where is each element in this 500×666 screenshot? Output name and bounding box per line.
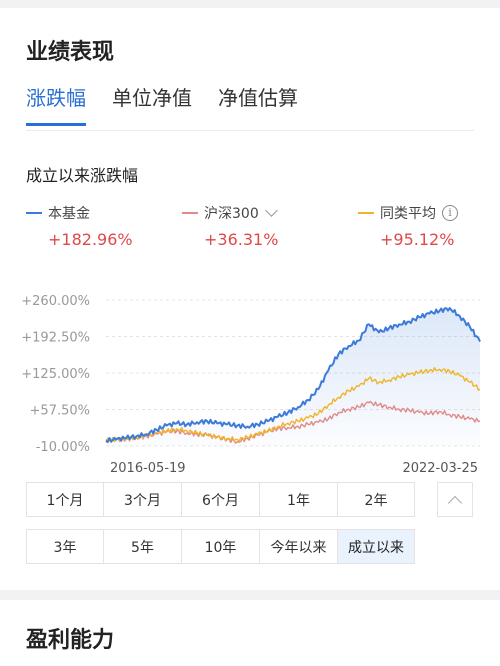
legend-name-category-avg: 同类平均 (380, 206, 436, 222)
range-10y-button[interactable]: 10年 (181, 529, 260, 564)
series-area (106, 308, 480, 446)
range-3m-button[interactable]: 3个月 (103, 482, 182, 517)
y-tick-label: -10.00% (36, 440, 90, 455)
chevron-down-icon[interactable] (264, 204, 278, 217)
legend-fund: 本基金 +182.96% (26, 204, 176, 249)
legend-name-fund: 本基金 (48, 206, 90, 222)
range-3y-button[interactable]: 3年 (26, 529, 104, 564)
series-line (105, 307, 481, 444)
legend-value-category-avg: +95.12% (380, 230, 455, 249)
performance-chart: +260.00% +192.50% +125.00% +57.50% -10.00% 2… (21, 294, 481, 476)
x-tick-label: 2016-05-19 (110, 461, 186, 476)
legend-line-fund (26, 212, 42, 214)
collapse-button[interactable] (437, 482, 473, 517)
legend-name-hs300: 沪深300 (204, 206, 259, 222)
chevron-up-icon (447, 495, 463, 511)
legend-value-hs300: +36.31% (204, 230, 279, 249)
range-1y-button[interactable]: 1年 (259, 482, 338, 517)
legend-hs300[interactable]: 沪深300 +36.31% (182, 204, 332, 249)
x-tick-label: 2022-03-25 (402, 461, 478, 476)
legend-line-hs300 (182, 212, 198, 214)
y-tick-label: +192.50% (21, 331, 90, 346)
range-2y-button[interactable]: 2年 (337, 482, 415, 517)
legend-value-fund: +182.96% (48, 230, 133, 249)
y-tick-label: +57.50% (30, 404, 90, 419)
legend-category-avg: 同类平均 i +95.12% (358, 204, 500, 249)
section-title-performance: 业绩表现 (26, 40, 115, 65)
section-title-profit: 盈利能力 (26, 628, 115, 653)
range-1m-button[interactable]: 1个月 (26, 482, 104, 517)
range-since-inception-button[interactable]: 成立以来 (337, 529, 415, 564)
series-line (105, 367, 481, 443)
legend-line-category-avg (358, 212, 374, 214)
y-tick-label: +260.00% (21, 294, 90, 309)
tab-change[interactable]: 涨跌幅 (26, 82, 86, 126)
range-ytd-button[interactable]: 今年以来 (259, 529, 338, 564)
range-6m-button[interactable]: 6个月 (181, 482, 260, 517)
profit-card: 盈利能力 (0, 600, 500, 666)
range-5y-button[interactable]: 5年 (103, 529, 182, 564)
tab-divider (26, 130, 474, 131)
chart-subtitle: 成立以来涨跌幅 (26, 166, 139, 185)
tab-unit-nav[interactable]: 单位净值 (112, 86, 192, 110)
performance-card: 业绩表现 涨跌幅 单位净值 净值估算 成立以来涨跌幅 本基金 +182.96% … (0, 8, 500, 590)
y-tick-label: +125.00% (21, 367, 90, 382)
tab-nav-estimate[interactable]: 净值估算 (218, 86, 298, 110)
chart-tabs: 涨跌幅 单位净值 净值估算 (26, 82, 324, 126)
info-icon[interactable]: i (442, 205, 458, 221)
